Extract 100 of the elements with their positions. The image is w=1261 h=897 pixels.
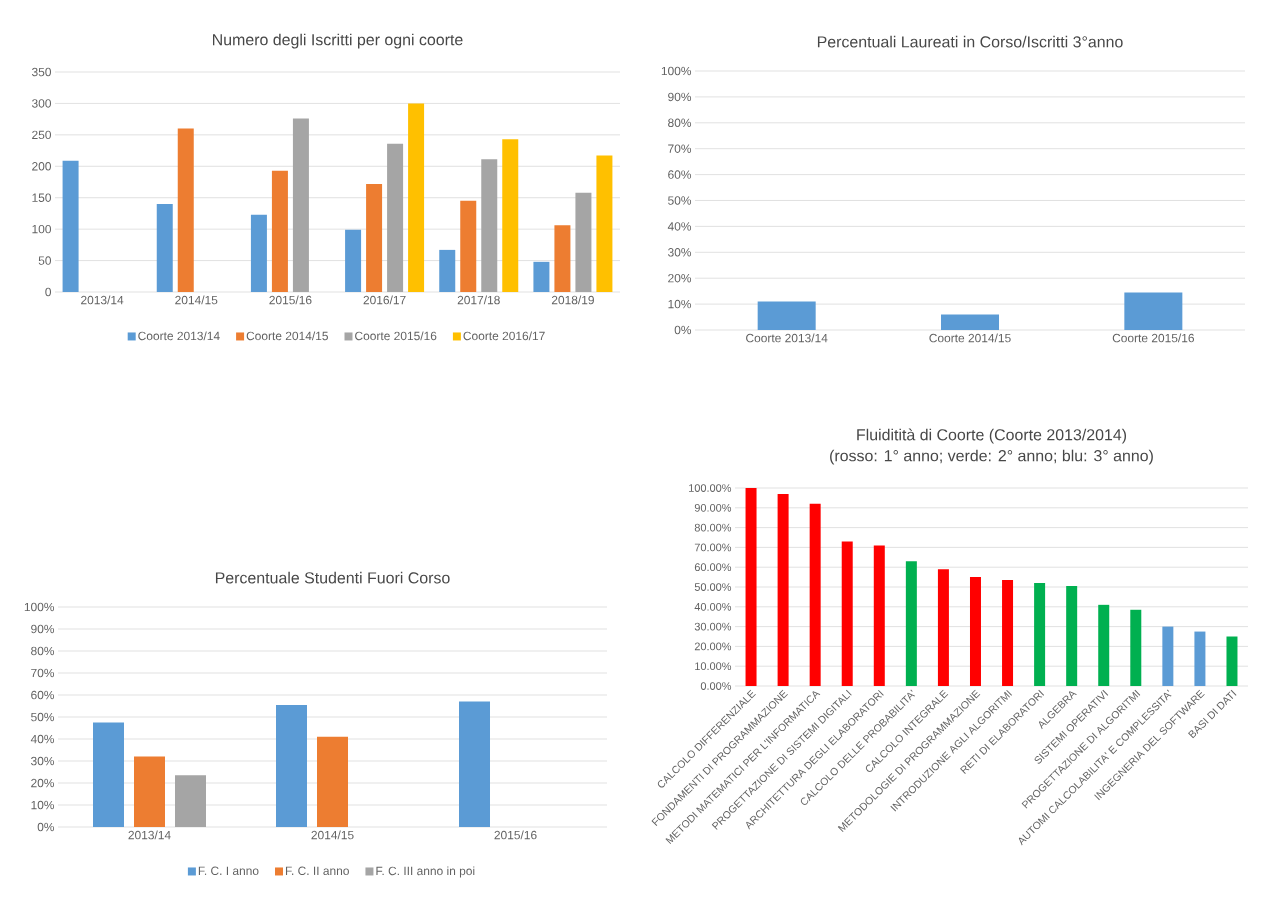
- y-tick-label: 0%: [37, 822, 55, 832]
- bar: [175, 775, 206, 828]
- bar: [62, 160, 79, 292]
- chart-title: Numero degli Iscritti per ogni coorte: [213, 33, 463, 49]
- bar: [745, 488, 757, 687]
- y-tick-label: 10%: [668, 299, 692, 309]
- bar: [408, 103, 425, 292]
- y-tick-label: 60%: [31, 690, 55, 700]
- bar: [873, 545, 885, 687]
- y-tick-label: 150: [32, 193, 52, 202]
- legend-label: Coorte 2016/17: [463, 331, 545, 341]
- y-tick-label: 40%: [667, 222, 692, 231]
- y-tick-label: 20.00%: [694, 642, 732, 651]
- bar: [1002, 580, 1014, 687]
- x-tick-label: 2013/14: [81, 295, 124, 305]
- bar: [345, 229, 362, 292]
- bar: [439, 249, 456, 292]
- y-tick-label: 30%: [31, 756, 55, 766]
- bar: [134, 756, 165, 828]
- y-tick-label: 80.00%: [694, 523, 732, 532]
- legend-label: F. C. III anno in poi: [376, 866, 475, 878]
- bar: [575, 192, 592, 292]
- y-tick-label: 10.00%: [695, 662, 732, 671]
- y-tick-label: 90%: [31, 624, 55, 634]
- y-tick-label: 40.00%: [694, 602, 732, 611]
- bar: [276, 704, 307, 828]
- legend-label: F. C. II anno: [285, 866, 349, 876]
- bar: [387, 143, 404, 292]
- bar: [366, 183, 383, 292]
- y-tick-label: 50%: [668, 196, 692, 205]
- y-tick-label: 90.00%: [694, 503, 732, 512]
- y-tick-label: 250: [32, 130, 52, 140]
- bar: [502, 139, 519, 292]
- y-tick-label: 50.00%: [694, 583, 732, 591]
- bar: [941, 314, 1000, 330]
- y-tick-label: 0.00%: [700, 682, 732, 690]
- y-tick-label: 70%: [668, 144, 692, 153]
- x-tick-label: 2013/14: [128, 830, 171, 840]
- y-tick-label: 30%: [668, 248, 692, 257]
- bar: [937, 569, 949, 687]
- y-tick-label: 350: [31, 67, 52, 77]
- y-tick-label: 60%: [668, 170, 692, 179]
- y-tick-label: 70%: [31, 668, 55, 678]
- y-tick-label: 10%: [31, 800, 55, 810]
- bar: [93, 722, 124, 828]
- bar: [596, 155, 613, 292]
- bar: [250, 214, 267, 292]
- y-tick-label: 100%: [24, 602, 55, 612]
- chart-subtitle: (rosso: 1° anno; verde: 2° anno; blu: 3° anno): [830, 449, 1153, 465]
- bar: [1194, 631, 1206, 687]
- bar: [1162, 626, 1174, 687]
- y-tick-label: 20%: [668, 273, 692, 283]
- y-tick-label: 50%: [31, 712, 55, 722]
- bar: [554, 225, 571, 292]
- bar: [969, 577, 981, 687]
- bar: [841, 541, 853, 687]
- y-tick-label: 300: [31, 99, 52, 108]
- y-tick-label: 50: [38, 256, 52, 265]
- x-tick-label: 2017/18: [457, 295, 500, 305]
- y-tick-label: 20%: [31, 778, 55, 788]
- chart-title: Fluiditità di Coorte (Coorte 2013/2014): [857, 428, 1127, 444]
- y-tick-label: 80%: [31, 646, 55, 656]
- bar: [317, 736, 348, 828]
- x-tick-label: Coorte 2014/15: [929, 333, 1011, 343]
- y-tick-label: 0%: [674, 325, 692, 335]
- bar: [481, 159, 498, 292]
- y-tick-label: 0: [45, 287, 52, 297]
- bar: [777, 493, 789, 687]
- y-tick-label: 100: [32, 224, 52, 234]
- bar: [460, 200, 477, 292]
- x-tick-label: 2014/15: [311, 830, 354, 840]
- bar: [271, 170, 288, 292]
- bar: [905, 561, 917, 687]
- bar: [809, 503, 821, 687]
- x-tick-label: 2014/15: [175, 295, 218, 305]
- bar: [1130, 609, 1142, 687]
- x-tick-label: Coorte 2013/14: [746, 333, 828, 343]
- bar: [177, 128, 194, 292]
- y-tick-label: 90%: [668, 92, 692, 102]
- y-tick-label: 30.00%: [694, 622, 732, 631]
- x-tick-label: 2018/19: [551, 295, 594, 305]
- bar: [1034, 583, 1046, 687]
- x-tick-label: 2016/17: [363, 295, 406, 305]
- y-tick-label: 100.00%: [689, 484, 732, 492]
- bar: [1124, 292, 1183, 330]
- x-tick-label: 2015/16: [269, 295, 312, 305]
- x-tick-label: Coorte 2015/16: [1112, 333, 1195, 343]
- legend-label: F. C. I anno: [198, 866, 259, 876]
- y-tick-label: 200: [32, 162, 52, 171]
- x-tick-label: 2015/16: [494, 830, 537, 840]
- bar: [292, 118, 309, 292]
- bar: [156, 204, 173, 292]
- bar: [1098, 604, 1110, 687]
- y-tick-label: 100%: [661, 66, 692, 76]
- bar: [459, 701, 490, 828]
- chart-title: Percentuali Laureati in Corso/Iscritti 3°anno: [817, 35, 1123, 48]
- chart-title: Percentuale Studenti Fuori Corso: [215, 571, 450, 584]
- y-tick-label: 60.00%: [694, 563, 732, 572]
- bar: [533, 261, 550, 292]
- y-tick-label: 40%: [30, 734, 55, 744]
